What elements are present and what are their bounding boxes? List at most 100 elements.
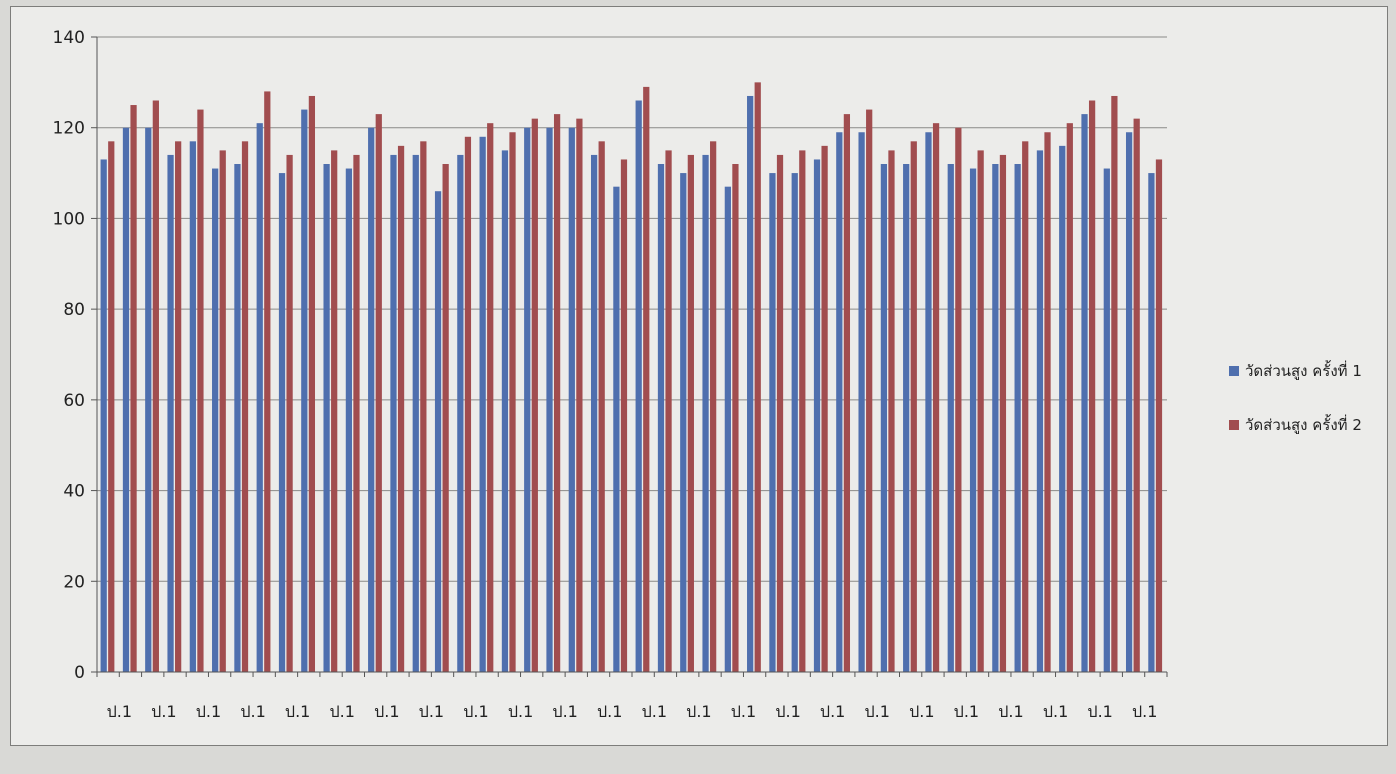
bar-series-2 [509, 132, 516, 672]
bar-series-2 [331, 150, 338, 673]
bar-series-2 [665, 150, 672, 673]
bar-series-2 [955, 127, 962, 672]
bar-series-2 [1088, 100, 1096, 672]
bar-series-1 [747, 95, 754, 672]
bar-series-1 [256, 123, 263, 672]
x-tick-label: ป.1 [1132, 702, 1157, 721]
bar-series-1 [702, 154, 709, 672]
bar-series-1 [368, 127, 375, 672]
bar-series-1 [613, 186, 620, 672]
bar-series-1 [1059, 145, 1066, 672]
bar-series-2 [1066, 123, 1073, 672]
legend-label-series-1: วัดส่วนสูง ครั้งที่ 1 [1245, 362, 1362, 380]
legend-swatch-series-1 [1229, 366, 1239, 376]
x-tick-label: ป.1 [909, 702, 934, 721]
bar-series-2 [553, 114, 561, 673]
bar-series-2 [643, 86, 650, 672]
bar-series-2 [397, 145, 405, 672]
bar-series-2 [620, 159, 628, 672]
x-tick-label: ป.1 [642, 702, 667, 721]
bar-series-2 [1022, 141, 1029, 673]
x-tick-label: ป.1 [1043, 702, 1068, 721]
bar-series-1 [680, 173, 687, 673]
bar-series-2 [710, 141, 717, 673]
bar-series-1 [323, 164, 330, 672]
bar-series-1 [1148, 173, 1155, 673]
bar-series-1 [925, 132, 932, 672]
bar-series-1 [412, 154, 419, 672]
bar-series-2 [687, 154, 694, 672]
bar-chart: 0 20 40 60 80 100 120 140 ป.1 ป.1 ป.1 ป.1 ป.1 ป.1 ป.1 ป… [53, 28, 1168, 721]
bar-series-1 [947, 164, 954, 672]
bar-series-2 [754, 82, 761, 673]
bar-series-2 [866, 109, 873, 673]
y-tick-label: 100 [53, 209, 85, 229]
bar-series-2 [175, 141, 182, 673]
x-tick-label: ป.1 [954, 702, 979, 721]
bar-series-1 [301, 109, 308, 673]
bar-series-1 [546, 127, 553, 672]
x-tick-label: ป.1 [151, 702, 176, 721]
x-tick-label: ป.1 [775, 702, 800, 721]
x-tick-label: ป.1 [731, 702, 756, 721]
x-tick-label: ป.1 [463, 702, 488, 721]
bar-series-2 [241, 141, 249, 673]
legend-swatch-series-2 [1229, 420, 1239, 430]
x-tick-label: ป.1 [374, 702, 399, 721]
y-tick-label: 120 [53, 119, 85, 139]
bar-series-1 [590, 154, 598, 672]
legend-item-series-1: วัดส่วนสูง ครั้งที่ 1 [1229, 357, 1362, 385]
x-tick-label: ป.1 [240, 702, 265, 721]
bar-series-2 [219, 150, 226, 673]
bar-series-1 [969, 168, 977, 673]
bar-series-2 [375, 114, 382, 673]
bar-series-2 [1133, 118, 1140, 672]
y-tick-label: 40 [63, 482, 85, 502]
bar-series-2 [910, 141, 917, 673]
bar-series-1 [1081, 114, 1088, 673]
bar-series-2 [152, 100, 159, 672]
bar-series-1 [791, 173, 798, 673]
bar-series-1 [278, 173, 286, 673]
bar-series-1 [1036, 150, 1044, 673]
bar-series-2 [977, 150, 984, 673]
y-tick-label: 0 [74, 663, 85, 683]
bar-series-1 [501, 150, 509, 673]
bar-series-2 [264, 91, 271, 672]
bar-series-2 [843, 114, 851, 673]
bar-series-1 [122, 127, 130, 672]
bar-series-1 [769, 173, 776, 673]
x-tick-label: ป.1 [686, 702, 711, 721]
bar-series-2 [1155, 159, 1163, 672]
y-tick-label: 20 [63, 572, 85, 592]
bar-series-2 [598, 141, 605, 673]
bar-series-2 [130, 105, 137, 673]
bar-series-1 [390, 154, 397, 672]
x-tick-label: ป.1 [285, 702, 310, 721]
legend: วัดส่วนสูง ครั้งที่ 1 วัดส่วนสูง ครั้งที… [1229, 357, 1362, 465]
bar-series-2 [420, 141, 427, 673]
x-tick-label: ป.1 [1087, 702, 1112, 721]
x-tick-label: ป.1 [107, 702, 132, 721]
bar-series-1 [1014, 164, 1021, 672]
bar-series-2 [197, 109, 204, 673]
x-tick-label: ป.1 [419, 702, 444, 721]
bar-series-2 [108, 141, 115, 673]
bar-series-1 [813, 159, 821, 672]
bar-series-2 [999, 154, 1007, 672]
bar-series-1 [234, 164, 241, 672]
x-tick-label: ป.1 [196, 702, 221, 721]
gridlines [97, 36, 1167, 582]
bar-series-2 [531, 118, 538, 672]
bar-series-1 [189, 141, 196, 673]
bar-series-1 [1125, 132, 1133, 672]
axes: 0 20 40 60 80 100 120 140 ป.1 ป.1 ป.1 ป.1 ป.1 ป.1 ป.1 ป… [53, 28, 1168, 721]
bar-series-1 [145, 127, 152, 672]
bar-series-2 [888, 150, 895, 673]
bar-series-1 [212, 168, 219, 673]
legend-item-series-2: วัดส่วนสูง ครั้งที่ 2 [1229, 411, 1362, 439]
bar-series-1 [568, 127, 575, 672]
bar-series-1 [858, 132, 865, 672]
bar-series-1 [457, 154, 464, 672]
bar-series-1 [657, 164, 665, 672]
